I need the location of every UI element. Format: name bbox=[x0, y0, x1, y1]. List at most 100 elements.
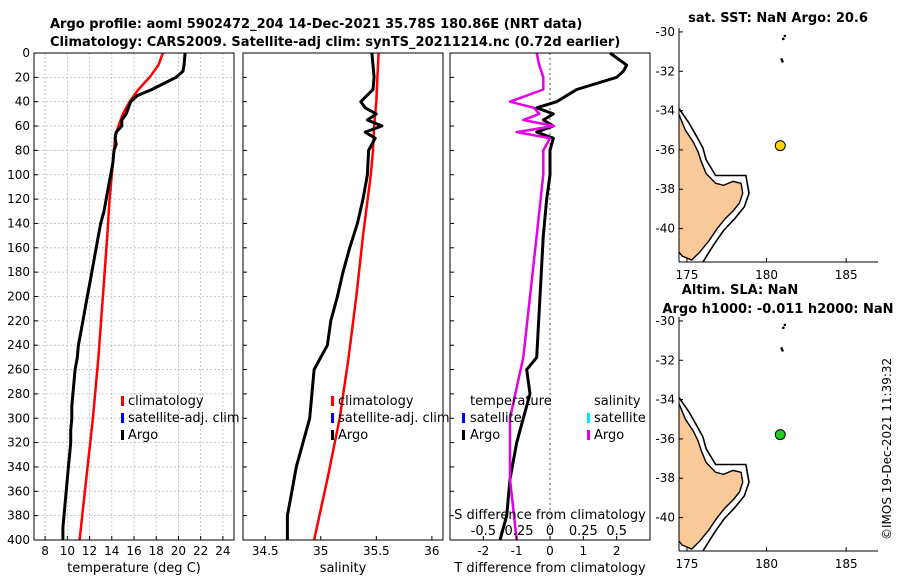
x-axis-label: temperature (deg C) bbox=[67, 561, 201, 576]
legend-label-satellite: satellite-adj. clim bbox=[338, 411, 450, 426]
y-tick-label: 260 bbox=[7, 363, 30, 377]
y-tick-label: 120 bbox=[7, 192, 30, 206]
y-tick-label: 100 bbox=[7, 168, 30, 182]
header-line-2: Climatology: CARS2009. Satellite-adj cli… bbox=[50, 35, 620, 50]
y-tick-label: 200 bbox=[7, 290, 30, 304]
y-tick-label: 360 bbox=[7, 484, 30, 498]
y-tick-label: 400 bbox=[7, 533, 30, 547]
y-tick-label: 60 bbox=[15, 119, 30, 133]
x-top-tick-label: -0.25 bbox=[500, 524, 534, 539]
map-y-tick-label: -32 bbox=[655, 64, 675, 78]
series-line-t-difference-argo bbox=[498, 51, 629, 541]
x-axis-label: salinity bbox=[320, 561, 367, 576]
axes-frame bbox=[242, 52, 444, 541]
sst-map-panel: 175 180 185 -30 -32 -34 -36 -38 -40 sat. SST: NaN… bbox=[655, 11, 878, 282]
map-x-tick-label: 175 bbox=[676, 557, 699, 571]
y-tick-label: 280 bbox=[7, 387, 30, 401]
legend-header-salinity: salinity bbox=[594, 394, 641, 409]
map-y-tick-label: -36 bbox=[655, 143, 675, 157]
header-line-1: Argo profile: aoml 5902472_204 14-Dec-20… bbox=[50, 17, 582, 32]
y-tick-label: 240 bbox=[7, 338, 30, 352]
legend-swatch-argo bbox=[121, 430, 124, 440]
legend-swatch-climatology bbox=[121, 396, 124, 406]
x-tick-label: 35 bbox=[313, 544, 328, 558]
y-tick-label: 220 bbox=[7, 314, 30, 328]
legend-swatch-argo bbox=[331, 430, 334, 440]
y-tick-label: 80 bbox=[15, 143, 30, 157]
legend-swatch-climatology bbox=[331, 396, 334, 406]
map-y-tick-label: -34 bbox=[655, 393, 675, 407]
map-y-tick-label: -36 bbox=[655, 432, 675, 446]
island bbox=[781, 60, 784, 63]
land-new-zealand bbox=[679, 113, 744, 261]
legend-label-climatology: climatology bbox=[128, 394, 204, 409]
legend-label-argo: Argo bbox=[128, 428, 158, 443]
map-y-tick-label: -34 bbox=[655, 104, 675, 118]
island bbox=[781, 349, 784, 352]
map-y-tick-label: -40 bbox=[655, 511, 675, 525]
x-top-tick-label: 0.25 bbox=[569, 524, 598, 539]
legend-swatch-satellite bbox=[121, 413, 124, 423]
coast-contour bbox=[679, 397, 750, 551]
temperature-legend: climatology satellite-adj. clim Argo bbox=[121, 394, 240, 443]
legend-header-temperature: temperature bbox=[470, 394, 552, 409]
x-axis-label: T difference from climatology bbox=[453, 561, 646, 576]
legend-swatch-t-argo bbox=[462, 430, 465, 440]
legend-label-argo: Argo bbox=[338, 428, 368, 443]
x-tick-label: 18 bbox=[149, 544, 164, 558]
x-tick-label: 20 bbox=[171, 544, 186, 558]
x-tick-label: 16 bbox=[126, 544, 141, 558]
y-tick-label: 140 bbox=[7, 216, 30, 230]
legend-swatch-satellite bbox=[331, 413, 334, 423]
map-y-tick-label: -38 bbox=[655, 182, 675, 196]
x-tick-label: 14 bbox=[104, 544, 119, 558]
y-tick-label: 0 bbox=[22, 46, 30, 60]
salinity-panel: 34.5 35 35.5 36 salinity bbox=[242, 52, 444, 576]
y-tick-label: 160 bbox=[7, 241, 30, 255]
legend-swatch-s-satellite bbox=[587, 413, 590, 423]
map-content bbox=[679, 34, 787, 262]
difference-legend: temperature salinity satellite Argo sate… bbox=[462, 394, 646, 443]
island bbox=[781, 37, 785, 41]
island bbox=[780, 58, 783, 61]
x-tick-label: 12 bbox=[82, 544, 97, 558]
map-title: sat. SST: NaN Argo: 20.6 bbox=[688, 11, 868, 26]
temperature-panel: 8 10 12 14 16 18 20 22 24 temperature (deg C) 0 20 4… bbox=[7, 46, 235, 576]
x-tick-label: -2 bbox=[477, 544, 489, 558]
y-tick-label: 300 bbox=[7, 411, 30, 425]
legend-label-t-argo: Argo bbox=[470, 428, 500, 443]
map-x-tick-label: 185 bbox=[835, 268, 858, 282]
island bbox=[783, 34, 787, 38]
legend-label-climatology: climatology bbox=[338, 394, 414, 409]
x-tick-label: 10 bbox=[60, 544, 75, 558]
y-tick-label: 340 bbox=[7, 460, 30, 474]
y-tick-label: 320 bbox=[7, 436, 30, 450]
x-tick-label: 22 bbox=[193, 544, 208, 558]
map-x-tick-label: 185 bbox=[835, 557, 858, 571]
x-axis-label-top: S difference from climatology bbox=[454, 508, 646, 523]
x-tick-label: 34.5 bbox=[252, 544, 279, 558]
series-line-argo bbox=[285, 52, 384, 540]
x-top-tick-label: 0 bbox=[546, 524, 554, 539]
legend-swatch-t-satellite bbox=[462, 413, 465, 423]
legend-label-satellite: satellite-adj. clim bbox=[128, 411, 240, 426]
series-line-climatology bbox=[312, 52, 380, 541]
land-new-zealand bbox=[679, 402, 744, 550]
map-y-tick-label: -30 bbox=[655, 314, 675, 328]
map-content bbox=[679, 323, 787, 551]
map-x-tick-label: 180 bbox=[755, 557, 778, 571]
x-tick-label: 35.5 bbox=[363, 544, 390, 558]
map-y-tick-label: -38 bbox=[655, 471, 675, 485]
x-tick-label: 1 bbox=[580, 544, 588, 558]
series-line-argo bbox=[61, 52, 187, 540]
y-tick-label: 20 bbox=[15, 70, 30, 84]
x-top-tick-label: -0.5 bbox=[471, 524, 496, 539]
x-tick-label: 24 bbox=[215, 544, 230, 558]
imos-timestamp: ©IMOS 19-Dec-2021 11:39:32 bbox=[880, 358, 894, 540]
map-x-tick-label: 180 bbox=[755, 268, 778, 282]
island bbox=[780, 347, 783, 350]
map-y-tick-label: -32 bbox=[655, 353, 675, 367]
x-top-tick-label: 0.5 bbox=[606, 524, 627, 539]
map-y-tick-label: -40 bbox=[655, 222, 675, 236]
